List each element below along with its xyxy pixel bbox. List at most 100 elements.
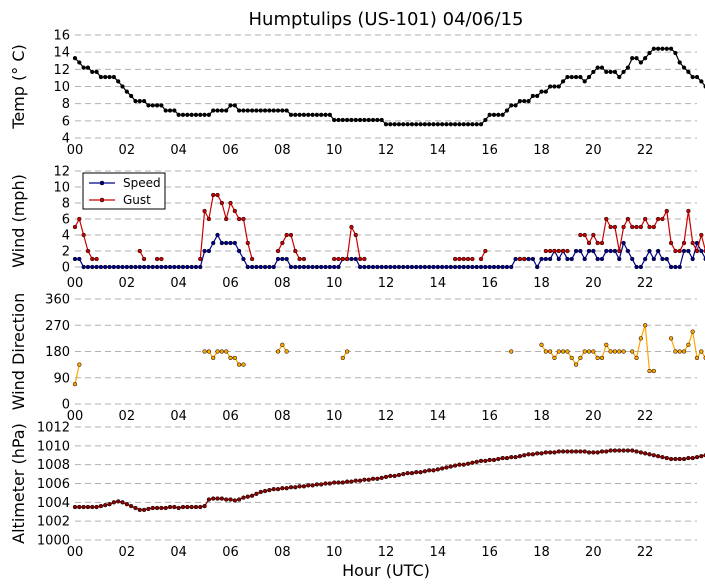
data-point: [673, 248, 678, 254]
data-point: [254, 264, 259, 270]
data-point: [85, 264, 91, 270]
data-point: [301, 484, 307, 489]
x-tick-label: 00: [67, 409, 84, 424]
data-point: [198, 264, 203, 270]
data-point: [150, 103, 155, 108]
data-point: [362, 477, 367, 482]
data-point: [539, 342, 544, 347]
data-point: [284, 108, 289, 113]
data-point: [470, 122, 475, 127]
data-point: [141, 98, 147, 104]
data-point: [452, 256, 458, 262]
data-point: [595, 240, 600, 246]
data-point: [578, 355, 583, 361]
data-point: [582, 79, 587, 84]
data-point: [595, 450, 600, 455]
data-point: [383, 264, 389, 270]
data-point: [582, 349, 587, 354]
data-point: [301, 112, 307, 117]
data-point: [107, 74, 112, 80]
data-point: [141, 507, 147, 513]
data-point: [357, 264, 363, 270]
data-point: [565, 248, 570, 254]
data-point: [146, 506, 151, 512]
data-point: [673, 456, 678, 462]
data-point: [249, 108, 255, 113]
data-point: [224, 216, 229, 222]
series-line: [74, 325, 705, 385]
data-point: [630, 349, 635, 354]
y-tick-label: 16: [53, 29, 70, 44]
y-tick-label: 8: [62, 97, 70, 112]
data-point: [332, 256, 337, 262]
data-point: [280, 256, 285, 262]
x-tick-label: 14: [430, 545, 447, 560]
y-tick-label: 12: [53, 165, 70, 180]
data-point: [630, 448, 635, 453]
x-tick-label: 06: [222, 143, 239, 158]
data-point: [617, 448, 622, 453]
data-point: [496, 264, 501, 270]
data-point: [172, 504, 177, 510]
data-point: [98, 264, 104, 270]
data-point: [608, 69, 613, 75]
data-point: [638, 336, 643, 341]
data-point: [586, 74, 592, 80]
data-point: [167, 264, 173, 270]
x-tick-label: 04: [170, 545, 187, 560]
data-point: [660, 454, 665, 460]
data-point: [323, 264, 328, 270]
data-point: [206, 216, 212, 222]
data-point: [677, 349, 682, 354]
y-axis-label: Temp (° C): [9, 44, 28, 129]
y-tick-label: 1004: [37, 496, 70, 511]
data-point: [539, 89, 544, 94]
data-point: [245, 108, 250, 113]
data-point: [344, 256, 350, 262]
data-point: [526, 98, 531, 104]
y-tick-label: 4: [62, 229, 70, 244]
data-point: [608, 224, 613, 230]
data-point: [202, 208, 207, 214]
data-point: [103, 264, 108, 270]
data-point: [552, 248, 557, 254]
series-1: [72, 448, 705, 513]
data-point: [530, 93, 536, 99]
series-gust: [72, 192, 705, 262]
data-point: [690, 240, 695, 246]
data-point: [202, 503, 207, 509]
y-tick-label: 2: [62, 245, 70, 260]
data-point: [275, 256, 281, 262]
data-point: [604, 449, 609, 454]
data-point: [517, 454, 523, 459]
data-point: [440, 264, 445, 270]
x-tick-label: 22: [637, 276, 654, 291]
data-point: [202, 349, 207, 354]
data-point: [500, 112, 505, 117]
x-tick-label: 12: [378, 545, 395, 560]
data-point: [159, 103, 164, 108]
data-point: [206, 248, 212, 254]
data-point: [681, 248, 687, 254]
data-point: [176, 112, 181, 117]
data-point: [180, 504, 186, 510]
data-point: [336, 117, 341, 123]
data-point: [379, 475, 384, 481]
data-point: [625, 248, 631, 254]
data-point: [526, 256, 531, 262]
data-point: [478, 458, 484, 464]
data-point: [586, 240, 592, 246]
data-point: [483, 458, 488, 464]
data-point: [133, 264, 138, 270]
data-point: [414, 470, 419, 475]
data-point: [340, 480, 345, 485]
data-point: [478, 122, 484, 127]
data-point: [77, 256, 82, 262]
data-point: [262, 108, 268, 113]
data-point: [699, 232, 704, 238]
data-point: [154, 256, 160, 262]
data-point: [539, 256, 544, 262]
x-tick-label: 10: [326, 545, 343, 560]
data-point: [319, 264, 324, 270]
